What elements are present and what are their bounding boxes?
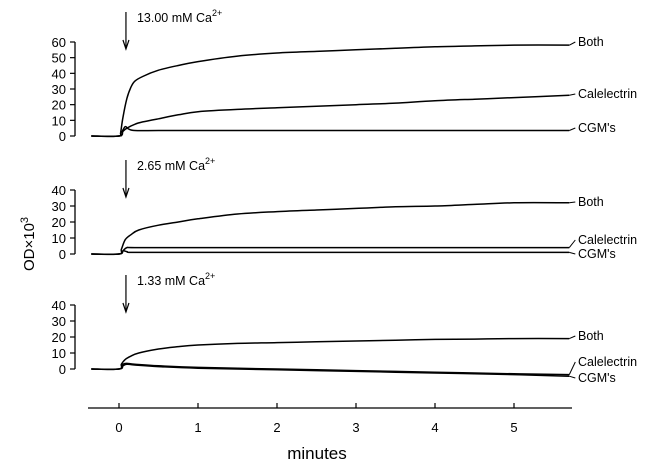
y-tick-label: 40 xyxy=(52,298,66,313)
series-leader-line xyxy=(569,335,576,340)
series-leader-line xyxy=(569,127,576,131)
series-line-calelectrin xyxy=(91,362,570,376)
y-tick-label: 30 xyxy=(52,314,66,329)
series-leader-line xyxy=(569,41,576,46)
series-label-calelectrin: Calelectrin xyxy=(578,87,637,101)
series-line-cgm-s xyxy=(91,363,570,377)
series-label-cgm-s: CGM's xyxy=(578,121,616,135)
series-line-calelectrin xyxy=(91,246,570,255)
x-tick-label: 3 xyxy=(352,420,359,435)
series-label-calelectrin: Calelectrin xyxy=(578,355,637,369)
y-tick-label: 10 xyxy=(52,113,66,128)
y-tick-label: 0 xyxy=(59,247,66,262)
x-tick-label: 0 xyxy=(115,420,122,435)
y-tick-label: 60 xyxy=(52,35,66,50)
arrow-head-icon xyxy=(122,302,130,314)
x-tick-label: 2 xyxy=(273,420,280,435)
x-tick-label: 5 xyxy=(510,420,517,435)
y-axis-label: OD×103 xyxy=(19,217,38,271)
series-label-both: Both xyxy=(578,329,604,343)
series-line-cgm-s xyxy=(91,125,570,138)
series-line-calelectrin xyxy=(91,94,570,138)
x-tick-label: 4 xyxy=(431,420,438,435)
series-label-cgm-s: CGM's xyxy=(578,247,616,261)
series-leader-line xyxy=(568,239,576,248)
series-leader-line xyxy=(569,201,576,204)
y-tick-label: 50 xyxy=(52,51,66,66)
x-tick-label: 1 xyxy=(194,420,201,435)
series-line-both xyxy=(91,44,570,137)
y-tick-label: 10 xyxy=(52,231,66,246)
y-tick-label: 30 xyxy=(52,199,66,214)
series-leader-line xyxy=(569,93,576,96)
series-label-both: Both xyxy=(578,35,604,49)
series-leader-line xyxy=(568,361,576,375)
y-tick-label: 40 xyxy=(52,183,66,198)
series-label-cgm-s: CGM's xyxy=(578,371,616,385)
calcium-concentration-label: 2.65 mM Ca2+ xyxy=(137,156,215,173)
y-tick-label: 20 xyxy=(52,98,66,113)
series-label-both: Both xyxy=(578,195,604,209)
calcium-concentration-label: 13.00 mM Ca2+ xyxy=(137,8,222,25)
y-tick-label: 20 xyxy=(52,215,66,230)
series-label-calelectrin: Calelectrin xyxy=(578,233,637,247)
series-leader-line xyxy=(569,375,576,379)
series-line-cgm-s xyxy=(91,249,570,255)
x-axis-label: minutes xyxy=(287,444,347,463)
y-tick-label: 40 xyxy=(52,66,66,81)
series-leader-line xyxy=(569,251,576,255)
y-tick-label: 0 xyxy=(59,129,66,144)
y-tick-label: 10 xyxy=(52,346,66,361)
calcium-concentration-label: 1.33 mM Ca2+ xyxy=(137,271,215,288)
y-tick-label: 20 xyxy=(52,330,66,345)
y-tick-label: 0 xyxy=(59,362,66,377)
arrow-head-icon xyxy=(122,39,130,51)
arrow-head-icon xyxy=(122,187,130,199)
y-tick-label: 30 xyxy=(52,82,66,97)
series-line-both xyxy=(91,201,570,256)
series-line-both xyxy=(91,337,570,371)
